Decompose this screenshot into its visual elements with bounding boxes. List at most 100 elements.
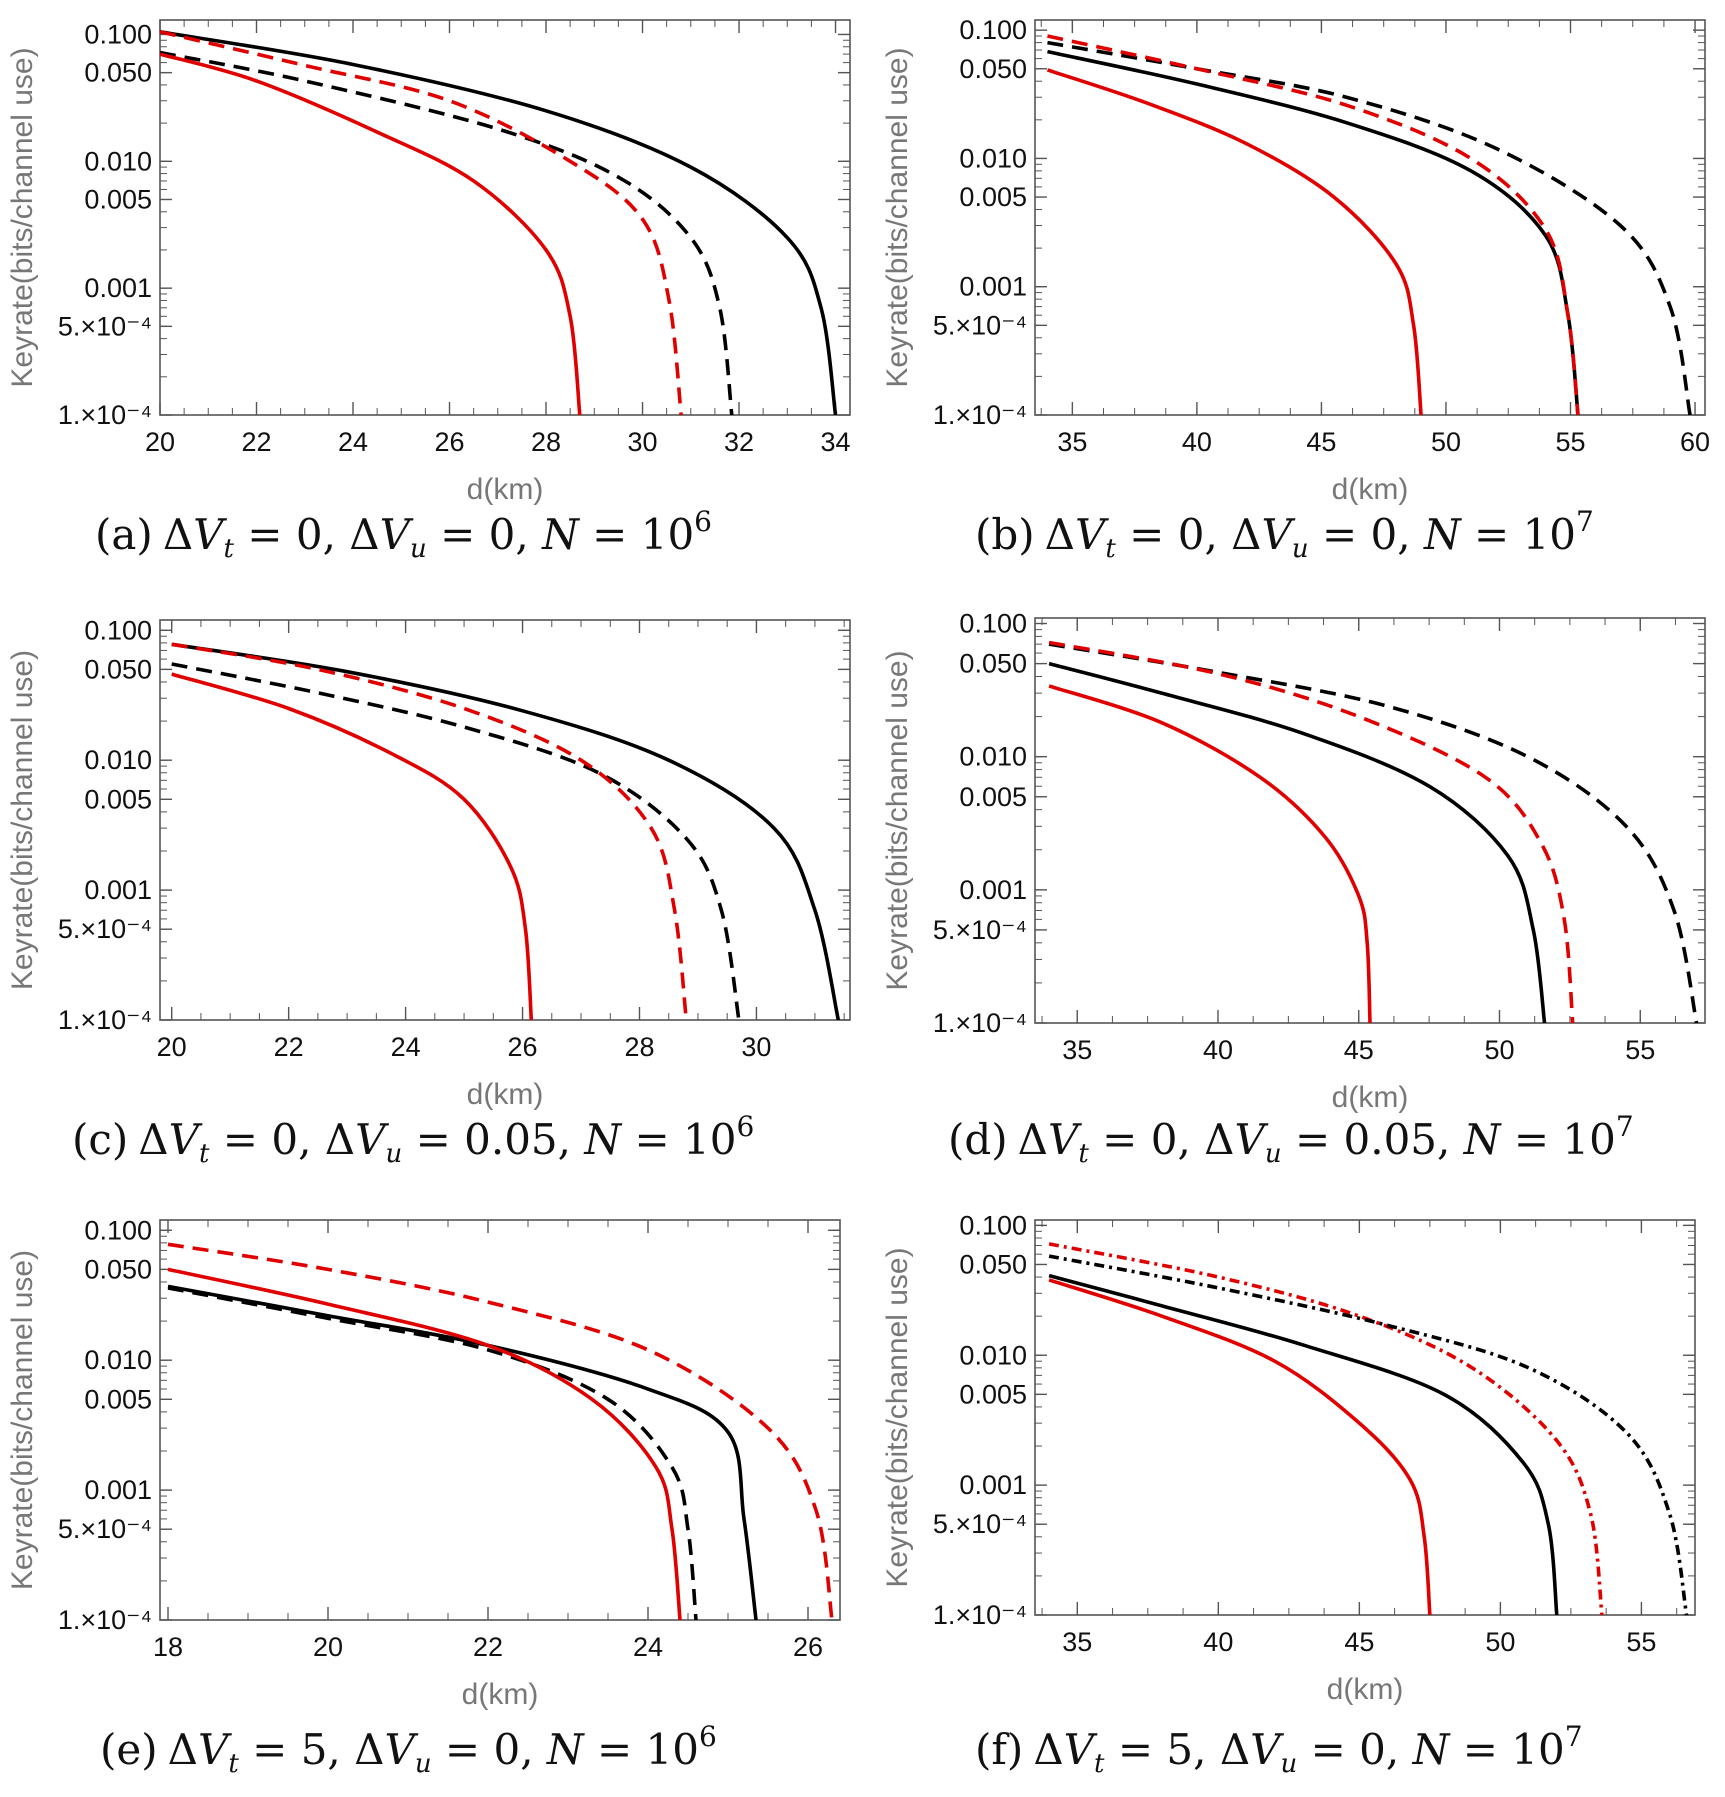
caption-dvu: 0 [1359,1725,1386,1774]
x-tick-label: 35 [1062,1627,1092,1657]
series-line-1 [167,1242,834,1620]
series-line-3 [160,30,683,415]
x-tick-label: 50 [1485,1627,1515,1657]
series-line-2 [171,662,741,1020]
y-tick-label: 0.050 [959,54,1027,84]
x-tick-label: 20 [157,1032,187,1062]
caption-dvt: 0 [295,510,323,559]
x-axis-title: d(km) [1327,1673,1404,1706]
x-tick-label: 35 [1062,1035,1092,1065]
x-tick-label: 50 [1431,427,1461,457]
series-line-3 [167,1286,698,1620]
x-tick-label: 32 [724,427,754,457]
plot-frame [159,1219,841,1621]
x-tick-label: 35 [1057,427,1087,457]
y-tick-label: 1.×10⁻⁴ [933,1600,1027,1630]
y-tick-label: 0.050 [84,58,152,88]
chart-panel-d: 0.100 0.050 0.010 0.005 0.001 5.×10⁻⁴ 1.×10⁻⁴ 3… [881,609,1706,1114]
series-line-1 [1048,1242,1604,1615]
y-tick-label: 0.005 [84,1384,152,1414]
x-tick-label: 26 [508,1032,538,1062]
x-tick-label: 55 [1625,1035,1655,1065]
caption-e: (e) ΔVt = 5, ΔVu = 0, N = 106 [100,1720,717,1779]
y-axis-title: Keyrate(bits/channel use) [6,650,39,990]
x-tick-label: 30 [627,427,657,457]
series-line-4 [171,672,534,1020]
y-tick-label: 0.100 [84,615,152,645]
y-tick-label: 0.050 [959,1249,1027,1279]
x-tick-label: 26 [434,427,464,457]
series-line-4 [160,52,582,415]
x-tick-label: 45 [1306,427,1336,457]
y-tick-label: 5.×10⁻⁴ [933,915,1027,945]
y-axis-title: Keyrate(bits/channel use) [6,1250,39,1590]
x-tick-label: 22 [473,1632,503,1662]
y-tick-label: 0.010 [959,143,1027,173]
y-tick-label: 0.010 [84,146,152,176]
series-line-4 [167,1267,682,1620]
y-tick-label: 0.001 [84,1475,152,1505]
y-tick-label: 0.010 [84,745,152,775]
series-line-3 [1047,34,1580,415]
caption-n-exponent: 7 [1576,505,1594,538]
x-axis-title: d(km) [467,473,544,506]
y-tick-label: 5.×10⁻⁴ [933,1509,1027,1539]
x-tick-label: 20 [145,427,175,457]
y-tick-label: 0.100 [959,609,1027,639]
y-tick-label: 0.005 [959,1379,1027,1409]
caption-label: (a) [95,510,153,559]
y-tick-label: 0.005 [959,782,1027,812]
y-tick-label: 0.050 [84,654,152,684]
caption-dvu: 0 [1370,510,1398,559]
y-tick-label: 0.010 [959,1340,1027,1370]
caption-label: (f) [975,1725,1024,1774]
chart-panel-c: 0.1000.0500.0100.0050.0015.×10⁻⁴1.×10⁻⁴2… [6,615,851,1111]
y-tick-label: 0.001 [959,1470,1027,1500]
x-tick-label: 26 [793,1632,823,1662]
series-line-4 [1046,68,1423,415]
y-tick-label: 1.×10⁻⁴ [58,1605,152,1635]
y-tick-label: 1.×10⁻⁴ [58,1005,152,1035]
caption-dvt: 5 [1166,1725,1194,1774]
plot-frame [159,19,851,416]
caption-f: (f) ΔVt = 5, ΔVu = 0, N = 107 [975,1720,1583,1779]
series-line-3 [1048,1273,1559,1615]
caption-dvt: 0 [271,1115,299,1164]
plot-frame [159,619,851,1021]
x-tick-label: 45 [1344,1035,1374,1065]
y-axis-title: Keyrate(bits/channel use) [881,650,914,990]
chart-panel-f: 0.100 0.050 0.010 0.005 0.001 5.×10⁻⁴ 1.×10⁻⁴ 3… [881,1210,1696,1706]
x-tick-label: 50 [1484,1035,1514,1065]
caption-n-exponent: 7 [1615,1110,1634,1143]
caption-n-exponent: 6 [699,1720,717,1753]
y-axis-title: Keyrate(bits/channel use) [6,47,39,387]
x-tick-label: 55 [1626,1627,1656,1657]
x-tick-label: 28 [624,1032,654,1062]
x-tick-label: 55 [1555,427,1585,457]
y-tick-label: 0.050 [959,649,1027,679]
y-tick-label: 0.100 [959,15,1027,45]
x-tick-label: 40 [1203,1627,1233,1657]
caption-dvt: 5 [300,1725,328,1774]
y-tick-label: 5.×10⁻⁴ [933,310,1027,340]
y-axis-title: Keyrate(bits/channel use) [881,1247,914,1587]
x-tick-label: 40 [1203,1035,1233,1065]
x-tick-label: 34 [821,427,851,457]
y-tick-label: 0.010 [959,742,1027,772]
x-tick-label: 24 [391,1032,421,1062]
y-tick-label: 5.×10⁻⁴ [58,1514,152,1544]
x-tick-label: 22 [274,1032,304,1062]
caption-label: (c) [72,1115,129,1164]
x-tick-label: 30 [741,1032,771,1062]
series-line-3 [171,642,689,1020]
y-tick-label: 1.×10⁻⁴ [933,1008,1027,1038]
y-tick-label: 5.×10⁻⁴ [58,914,152,944]
x-tick-label: 40 [1182,427,1212,457]
x-axis-title: d(km) [1332,1081,1409,1114]
x-axis-title: d(km) [467,1078,544,1111]
plot-frame [1034,19,1706,416]
series-line-2 [167,1284,758,1620]
caption-n-exponent: 6 [694,505,712,538]
y-tick-label: 0.005 [959,182,1027,212]
caption-dvu: 0 [493,1725,521,1774]
